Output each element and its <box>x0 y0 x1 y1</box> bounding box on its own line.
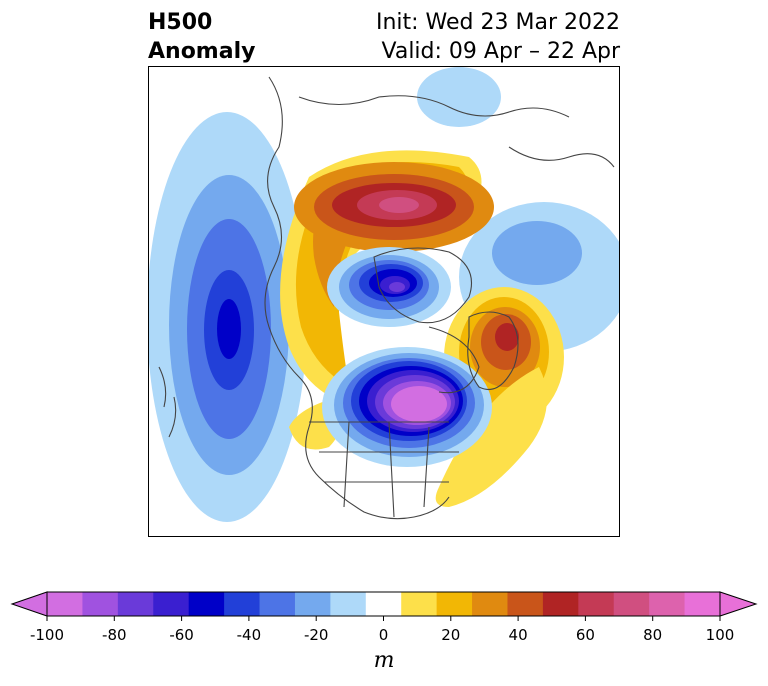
colorbar-tick-label: -80 <box>102 626 127 644</box>
colorbar-bin <box>224 592 261 616</box>
colorbar-tick-label: -100 <box>29 626 65 644</box>
colorbar-bin <box>684 592 721 616</box>
central-canada-low <box>322 347 492 467</box>
north-pacific-low <box>149 112 307 522</box>
colorbar-tick-label: 0 <box>378 626 389 644</box>
colorbar-bin <box>47 592 83 616</box>
colorbar-bin <box>578 592 615 616</box>
map-canvas <box>149 67 619 536</box>
variable-title: H500 <box>148 10 213 35</box>
colorbar-bin <box>401 592 438 616</box>
colorbar-bin <box>436 592 473 616</box>
colorbar-bin <box>82 592 119 616</box>
arctic-low <box>327 247 451 327</box>
colorbar-under-arrow <box>10 591 48 617</box>
colorbar-bin <box>330 592 367 616</box>
colorbar-bin <box>153 592 190 616</box>
chart-title-block: H500 Anomaly <box>148 8 255 66</box>
colorbar-tick-label: -20 <box>303 626 329 644</box>
colorbar-bin <box>649 592 686 616</box>
date-block: Init: Wed 23 Mar 2022 Valid: 09 Apr – 22… <box>376 8 620 66</box>
valid-range: Valid: 09 Apr – 22 Apr <box>381 39 621 64</box>
colorbar <box>10 591 758 621</box>
colorbar-over-arrow <box>719 591 758 617</box>
colorbar-bin <box>259 592 296 616</box>
colorbar-tick-label: 40 <box>508 626 528 644</box>
colorbar-bin <box>507 592 544 616</box>
anomaly-map <box>148 66 620 537</box>
colorbar-bin <box>365 592 402 616</box>
colorbar-tick-label: 80 <box>643 626 663 644</box>
east-siberia-ridge <box>294 162 494 252</box>
colorbar-tick-label: -40 <box>236 626 262 644</box>
unit-label: m <box>373 648 395 673</box>
colorbar-bin <box>472 592 508 616</box>
colorbar-tick-label: 60 <box>575 626 595 644</box>
colorbar-bin <box>117 592 154 616</box>
colorbar-bin <box>542 592 579 616</box>
colorbar-tick-label: 100 <box>705 626 735 644</box>
colorbar-bin <box>294 592 331 616</box>
colorbar-tick-label: 20 <box>441 626 461 644</box>
colorbar-tick-label: -60 <box>169 626 194 644</box>
colorbar-bin <box>613 592 650 616</box>
anomaly-shading <box>149 67 619 522</box>
coastlines <box>158 76 615 520</box>
field-title: Anomaly <box>148 39 256 64</box>
init-date: Init: Wed 23 Mar 2022 <box>375 10 620 35</box>
colorbar-bin <box>188 592 225 616</box>
